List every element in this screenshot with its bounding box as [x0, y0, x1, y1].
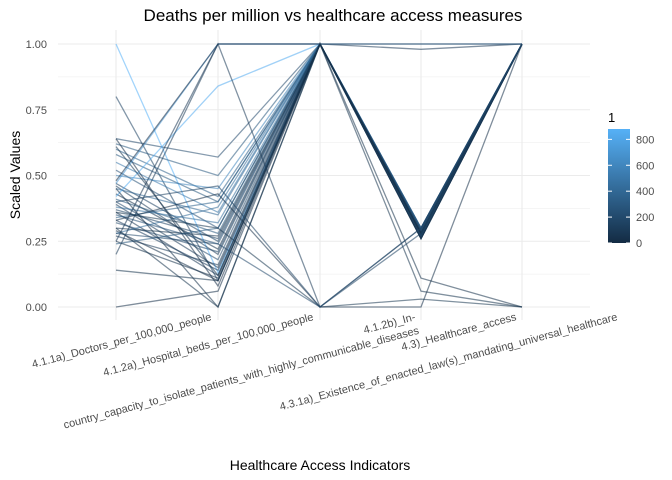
y-axis-ticks: 0.00 0.25 0.50 0.75 1.00 [26, 39, 47, 314]
legend-tick-label: 400 [636, 186, 654, 198]
legend-tick-label: 0 [636, 238, 642, 250]
y-tick-label: 0.50 [26, 171, 47, 183]
grid-minor [58, 76, 590, 275]
y-tick-label: 0.75 [26, 105, 47, 117]
series-line-25 [115, 42, 523, 241]
series-line-12 [115, 42, 523, 230]
series-line-5 [115, 42, 523, 230]
series-line-39 [115, 42, 523, 309]
legend-title: 1 [608, 110, 615, 125]
color-legend: 1 0 200 400 600 800 [608, 110, 654, 250]
legend-tick-label: 200 [636, 212, 654, 224]
legend-tick-label: 600 [636, 160, 654, 172]
series-line-19 [115, 42, 523, 241]
x-axis-label: Healthcare Access Indicators [230, 457, 411, 473]
y-tick-label: 1.00 [26, 39, 47, 51]
plot-panel [58, 30, 590, 320]
x-tick-label: 4.3.1a)_Existence_of_enacted_law(s)_mand… [278, 311, 618, 413]
series-line-30 [115, 42, 523, 245]
legend-ticks: 0 200 400 600 800 [608, 134, 654, 250]
series-line-18 [115, 42, 523, 230]
chart-title: Deaths per million vs healthcare access … [144, 6, 523, 25]
y-tick-label: 0.00 [26, 302, 47, 314]
legend-colorbar [608, 129, 630, 243]
y-axis-label: Scaled Values [7, 131, 23, 219]
legend-tick-label: 800 [636, 134, 654, 146]
series-line-21 [115, 42, 523, 245]
series-line-44 [115, 43, 523, 308]
series-line-24 [115, 42, 523, 253]
series-lines [115, 42, 523, 309]
x-axis-ticks: 4.1.1a)_Doctors_per_100,000_people4.1.2a… [31, 311, 619, 431]
series-line-6 [115, 42, 523, 241]
y-tick-label: 0.25 [26, 236, 47, 248]
